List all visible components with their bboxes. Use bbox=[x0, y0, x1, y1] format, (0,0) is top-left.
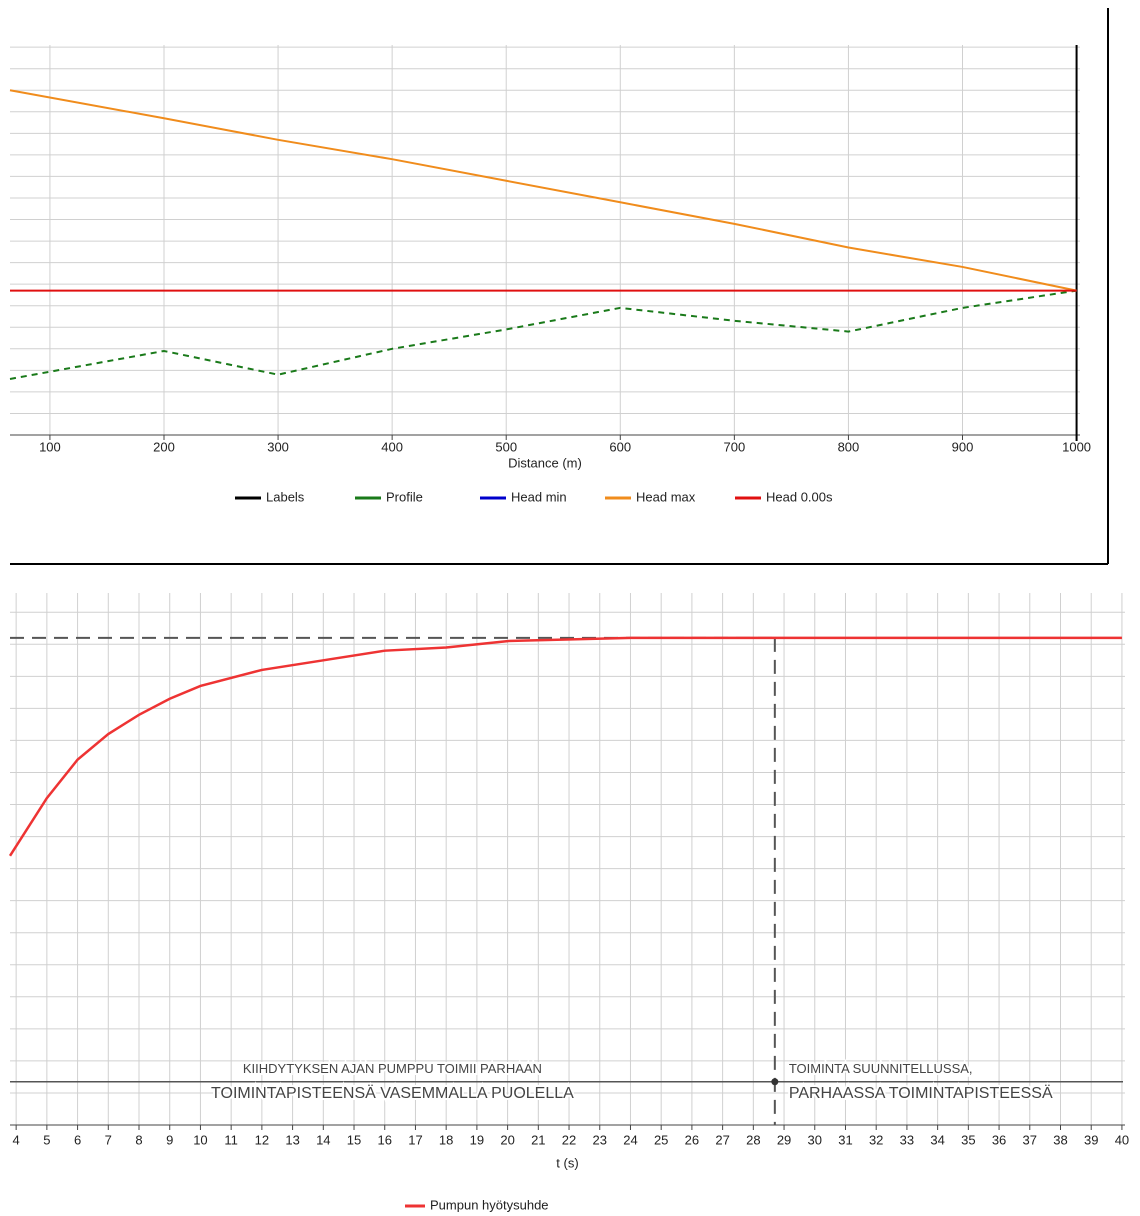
x-tick-label: 18 bbox=[439, 1132, 453, 1147]
x-tick-label: 24 bbox=[623, 1132, 637, 1147]
series-line bbox=[8, 636, 1122, 857]
x-tick-label: 16 bbox=[378, 1132, 392, 1147]
x-tick-label: 19 bbox=[470, 1132, 484, 1147]
x-tick-label: 37 bbox=[1023, 1132, 1037, 1147]
annotation: KIIHDYTYKSEN AJAN PUMPPU TOIMII PARHAAN bbox=[243, 1061, 542, 1076]
x-tick-label: 27 bbox=[715, 1132, 729, 1147]
x-tick-label: 500 bbox=[495, 439, 517, 454]
x-tick-label: 23 bbox=[593, 1132, 607, 1147]
x-tick-label: 6 bbox=[74, 1132, 81, 1147]
x-tick-label: 400 bbox=[381, 439, 403, 454]
legend-label: Head max bbox=[636, 489, 696, 504]
x-tick-label: 39 bbox=[1084, 1132, 1098, 1147]
legend-label: Profile bbox=[386, 489, 423, 504]
legend-label: Labels bbox=[266, 489, 305, 504]
x-tick-label: 31 bbox=[838, 1132, 852, 1147]
x-tick-label: 100 bbox=[39, 439, 61, 454]
x-tick-label: 12 bbox=[255, 1132, 269, 1147]
x-tick-label: 21 bbox=[531, 1132, 545, 1147]
annotation: PARHAASSA TOIMINTAPISTEESSÄ bbox=[789, 1084, 1053, 1102]
annotation: TOIMINTA SUUNNITELLUSSA, bbox=[789, 1061, 973, 1076]
series-line bbox=[9, 89, 1077, 292]
x-tick-label: 29 bbox=[777, 1132, 791, 1147]
x-tick-label: 800 bbox=[838, 439, 860, 454]
x-tick-label: 30 bbox=[808, 1132, 822, 1147]
x-tick-label: 20 bbox=[500, 1132, 514, 1147]
x-tick-label: 35 bbox=[961, 1132, 975, 1147]
x-tick-label: 32 bbox=[869, 1132, 883, 1147]
x-tick-label: 40 bbox=[1115, 1132, 1129, 1147]
x-tick-label: 15 bbox=[347, 1132, 361, 1147]
x-tick-label: 17 bbox=[408, 1132, 422, 1147]
x-tick-label: 33 bbox=[900, 1132, 914, 1147]
x-tick-label: 10 bbox=[193, 1132, 207, 1147]
series-line bbox=[9, 289, 1077, 380]
x-tick-label: 13 bbox=[285, 1132, 299, 1147]
x-tick-label: 900 bbox=[952, 439, 974, 454]
x-tick-label: 200 bbox=[153, 439, 175, 454]
x-axis-label: Distance (m) bbox=[508, 455, 582, 470]
x-axis-label: t (s) bbox=[556, 1155, 578, 1170]
x-tick-label: 7 bbox=[105, 1132, 112, 1147]
x-tick-label: 34 bbox=[930, 1132, 944, 1147]
legend-label: Pumpun hyötysuhde bbox=[430, 1197, 549, 1212]
x-tick-label: 38 bbox=[1053, 1132, 1067, 1147]
x-tick-label: 700 bbox=[724, 439, 746, 454]
annotation: TOIMINTAPISTEENSÄ VASEMMALLA PUOLELLA bbox=[211, 1084, 574, 1102]
x-tick-label: 11 bbox=[224, 1132, 238, 1147]
x-tick-label: 4 bbox=[13, 1132, 20, 1147]
annotation-point bbox=[771, 1078, 779, 1086]
x-tick-label: 25 bbox=[654, 1132, 668, 1147]
x-tick-label: 26 bbox=[685, 1132, 699, 1147]
legend-label: Head min bbox=[511, 489, 567, 504]
x-tick-label: 9 bbox=[166, 1132, 173, 1147]
x-tick-label: 28 bbox=[746, 1132, 760, 1147]
x-tick-label: 1000 bbox=[1062, 439, 1091, 454]
x-tick-label: 14 bbox=[316, 1132, 330, 1147]
legend-label: Head 0.00s bbox=[766, 489, 833, 504]
x-tick-label: 5 bbox=[43, 1132, 50, 1147]
x-tick-label: 600 bbox=[609, 439, 631, 454]
x-tick-label: 22 bbox=[562, 1132, 576, 1147]
x-tick-label: 300 bbox=[267, 439, 289, 454]
x-tick-label: 8 bbox=[135, 1132, 142, 1147]
x-tick-label: 36 bbox=[992, 1132, 1006, 1147]
